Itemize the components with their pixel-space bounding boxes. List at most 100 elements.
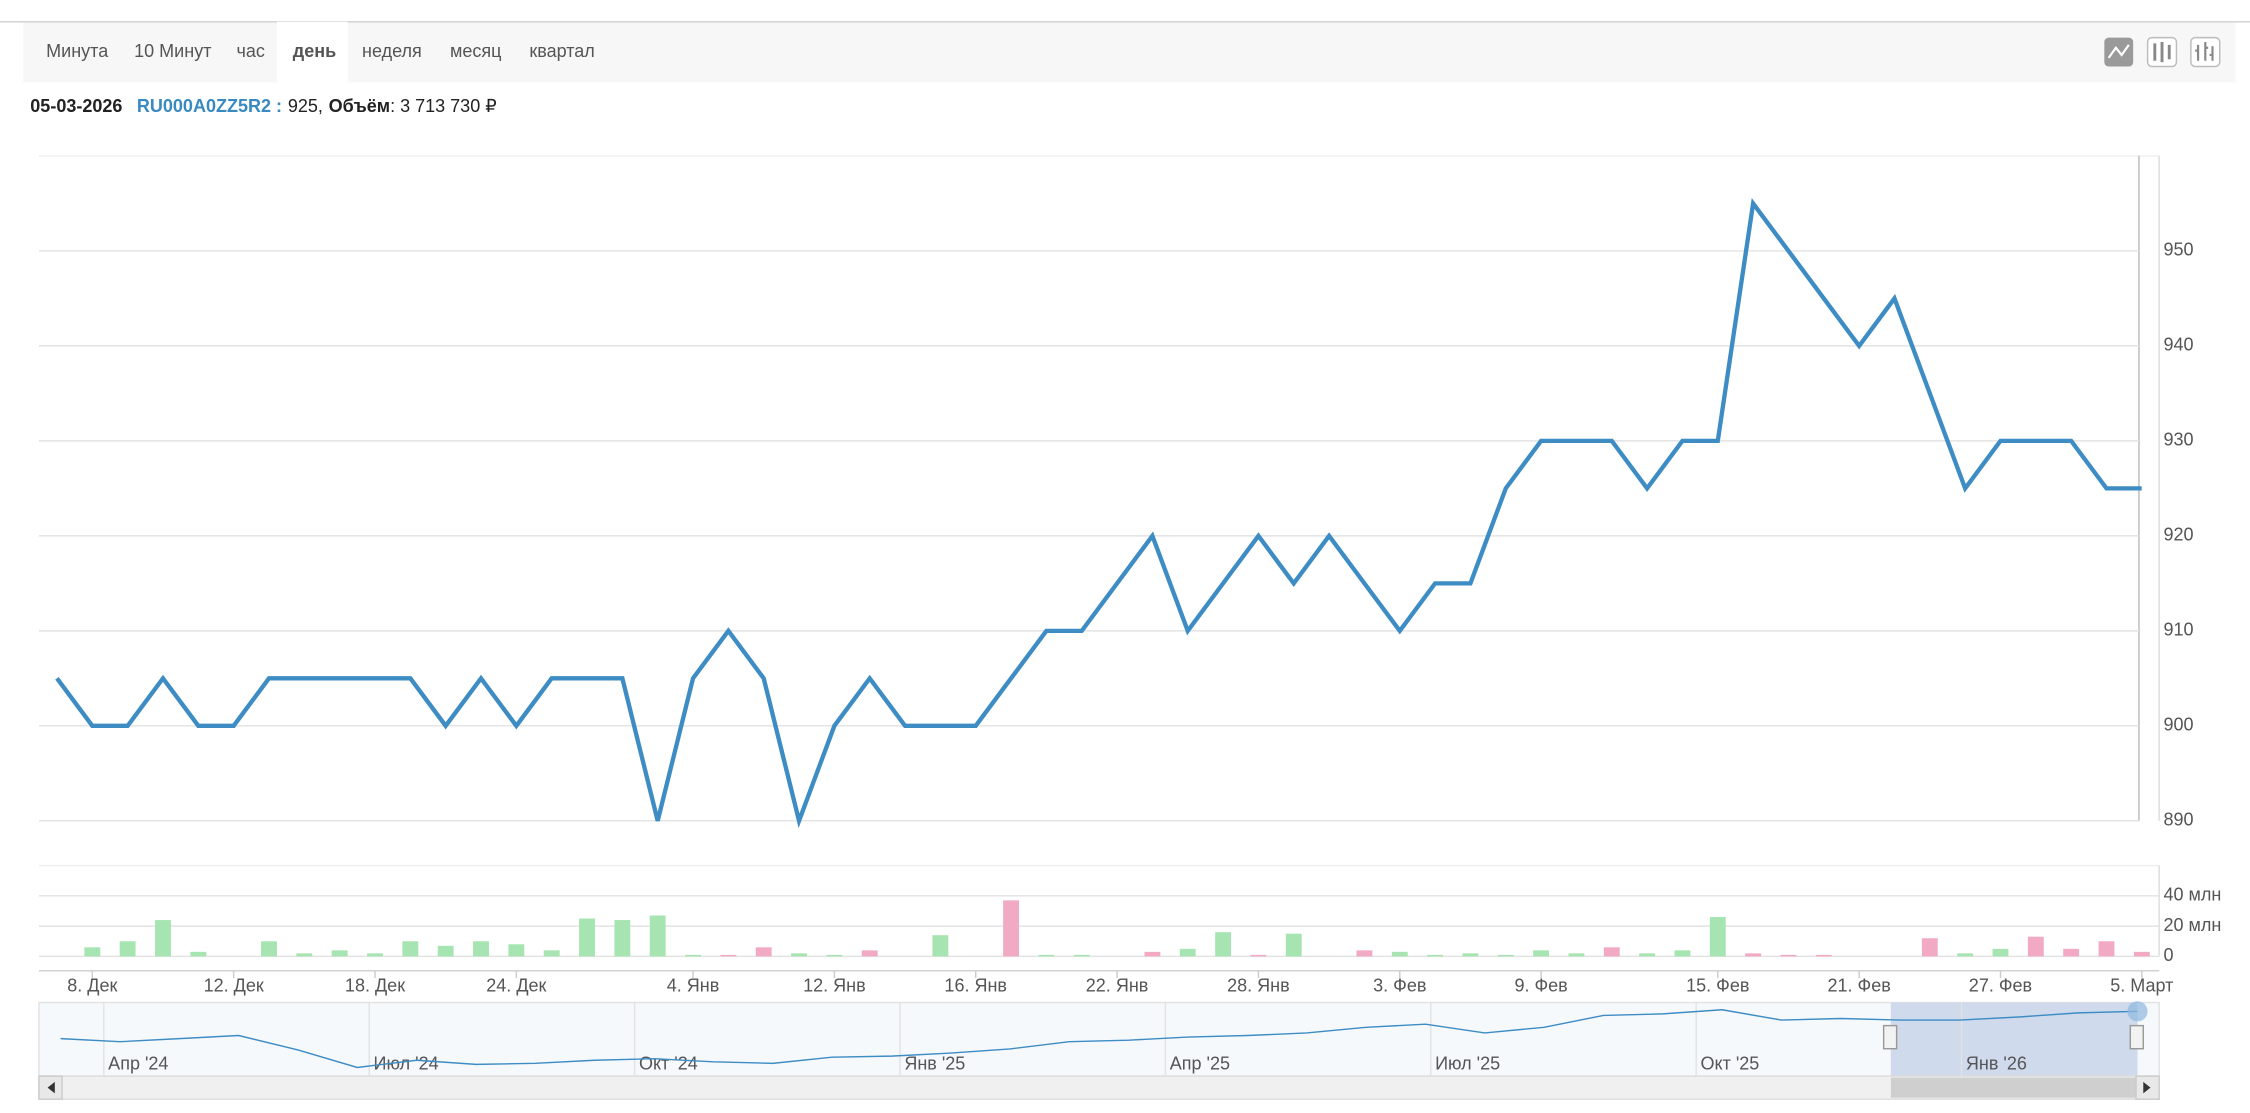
price-line [55,197,2142,829]
navigator-label: Янв '26 [1966,1053,2027,1073]
navigator-label: Окт '25 [1700,1053,1759,1073]
tab[interactable]: неделя [362,41,422,61]
volume-tick-label: 20 млн [2163,915,2221,935]
volume-bar [1603,947,1620,957]
volume-bar [119,941,136,957]
line-layer [55,197,2142,829]
info-line: 05-03-2026 RU000A0ZZ5R2 : 925, Объём: 3 713… [30,96,496,116]
volume-bar [579,918,595,957]
y-tick-label: 940 [2163,335,2193,355]
navigator-handle-left[interactable] [1882,1024,1898,1050]
tab[interactable]: 10 Минут [134,41,211,61]
volume-bar [1038,954,1055,957]
navigator-label: Июл '25 [1435,1053,1500,1073]
volume-bar [1391,951,1408,957]
volume-bar [861,950,878,957]
x-tick-label: 28. Янв [1227,975,1290,995]
volume-bar [1179,948,1196,957]
info-volume: : 3 713 730 ₽ [390,96,497,116]
volume-bar [473,941,489,957]
volume-bar [1815,954,1832,957]
navigator-selection[interactable] [1890,1002,2138,1077]
volume-bar [932,935,949,957]
volume-bar [1992,948,2009,957]
toolbar [23,21,2236,83]
x-tick-label: 4. Янв [667,975,720,995]
volume-bar [437,945,454,957]
volume-tick-label: 0 [2163,945,2173,965]
volume-bar [1427,954,1444,957]
volume-bar [1921,938,1938,957]
x-tick-label: 21. Фев [1827,975,1890,995]
x-tick-label: 9. Фев [1514,975,1567,995]
scrollbar [38,1075,2160,1100]
volume-bar [2063,948,2080,957]
tab[interactable]: час [237,41,265,61]
volume-bar [1250,954,1267,957]
volume-bar [1745,953,1762,957]
y-tick-label: 890 [2163,810,2193,830]
volume-bar [402,941,419,957]
x-tick-label: 16. Янв [944,975,1007,995]
navigator-label: Янв '25 [904,1053,965,1073]
scrollbar-thumb[interactable] [1890,1077,2138,1098]
volume-bar [1957,953,1974,957]
volume-bar [826,954,843,957]
volume-bar [649,915,666,957]
volume-bar [1674,950,1691,957]
volume-bar [1568,953,1585,957]
navigator-label: Окт '24 [639,1053,698,1073]
y-tick-label: 920 [2163,525,2193,545]
volume-bar [296,953,313,957]
x-tick-label: 8. Дек [67,975,117,995]
info-price: 925, [288,96,323,116]
volume-bar [1639,953,1656,957]
scroll-left-arrow [47,1081,55,1094]
tab[interactable]: месяц [450,41,502,61]
y-tick-label: 910 [2163,620,2193,640]
navigator-handle-right[interactable] [2129,1024,2144,1050]
volume-bar [2027,936,2044,957]
volume-bar [1709,917,1726,957]
volume-bar [155,920,171,957]
volume-bar [190,951,207,957]
x-tick-label: 24. Дек [486,975,546,995]
y-tick-label: 900 [2163,715,2193,735]
volume-bar [1356,950,1373,957]
volume-bar [1285,933,1302,957]
volume-bar [543,950,560,957]
scroll-right-arrow [2143,1081,2151,1094]
view-icons [2104,36,2221,68]
volume-bar [331,950,348,957]
x-tick-label: 12. Янв [803,975,866,995]
tab[interactable]: Минута [46,41,109,61]
tab[interactable]: квартал [529,41,594,61]
navigator-end-dot [2127,1001,2148,1022]
navigator-label: Июл '24 [374,1053,439,1073]
volume-bar [2133,951,2150,957]
volume-bar [1497,954,1514,957]
x-tick-label: 18. Дек [345,975,405,995]
x-tick-label: 3. Фев [1373,975,1426,995]
x-tick-label: 5. Март [2110,975,2173,995]
volume-bar [1144,951,1161,957]
ohlc-icon [2195,41,2214,61]
line-icon [2107,44,2130,59]
navigator [38,1001,2160,1077]
volume-bar [1780,954,1797,957]
tab[interactable]: день [293,41,336,61]
volume-bar [367,953,383,957]
volume-bar [614,920,631,957]
navigator-line [60,1009,2138,1069]
x-tick-label: 15. Фев [1686,975,1749,995]
volume-bar [84,947,101,957]
volume-bar [1073,954,1090,957]
navigator-label: Апр '24 [108,1053,168,1073]
y-tick-label: 930 [2163,430,2193,450]
volume-bar [1215,932,1232,957]
info-date: 05-03-2026 [30,96,122,116]
volume-bar [508,944,525,957]
x-tick-label: 22. Янв [1086,975,1149,995]
